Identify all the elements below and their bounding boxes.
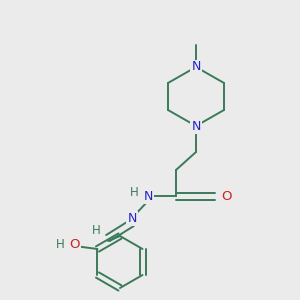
Text: O: O xyxy=(69,238,80,250)
Text: N: N xyxy=(191,61,201,74)
Text: N: N xyxy=(127,212,137,224)
Text: O: O xyxy=(221,190,231,202)
Text: N: N xyxy=(191,119,201,133)
Text: N: N xyxy=(143,190,153,202)
Text: H: H xyxy=(92,224,100,236)
Text: H: H xyxy=(130,185,138,199)
Text: H: H xyxy=(56,238,65,250)
